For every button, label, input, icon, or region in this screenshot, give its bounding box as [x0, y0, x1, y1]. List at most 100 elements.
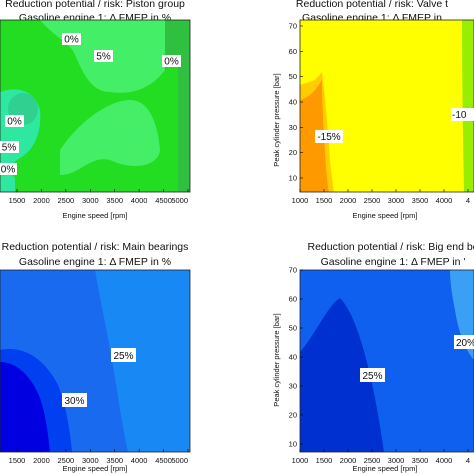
- panel-c-contour-labels: 25% 30%: [62, 348, 136, 407]
- panel-d-frame: [299, 269, 474, 453]
- panel-b-title: Reduction potential / risk: Valve t: [296, 0, 448, 10]
- x-tick-label: 1000: [292, 196, 309, 205]
- panel-a-contour-label: 5%: [96, 52, 111, 63]
- x-tick-label: 4: [466, 456, 470, 465]
- x-tick-label: 5000: [171, 196, 188, 205]
- y-tick-label: 10: [289, 440, 297, 449]
- panel-b-frame: [299, 19, 474, 193]
- panel-c-x-axis-label: Engine speed [rpm]: [62, 464, 127, 473]
- x-tick-label: 4000: [436, 456, 453, 465]
- y-tick-label: 20: [289, 148, 297, 157]
- panel-c-contour-label: 25%: [113, 351, 133, 362]
- panel-a-x-ticks: 1500 2000 2500 3000 3500 4000 4500 5000: [9, 189, 189, 205]
- panel-c-x-ticks: 1500 2000 2500 3000 3500 4000 4500 5000: [9, 449, 189, 465]
- y-tick-label: 30: [289, 123, 297, 132]
- panel-b-y-ticks: 10 20 30 40 50 60 70: [289, 22, 303, 183]
- panel-a-x-axis-label: Engine speed [rpm]: [62, 211, 127, 220]
- panel-a-contour-label: 0%: [164, 57, 179, 68]
- y-tick-label: 10: [289, 174, 297, 183]
- panel-b-region-right-strip: [462, 20, 474, 192]
- panel-b-x-ticks: 1000 1500 2000 2500 3000 3500 4000 4: [292, 189, 470, 205]
- x-tick-label: 4500: [155, 196, 172, 205]
- panel-b-x-axis-label: Engine speed [rpm]: [352, 211, 417, 220]
- x-tick-label: 3500: [412, 456, 429, 465]
- panel-d-y-axis-label: Peak cylinder pressure [bar]: [272, 313, 281, 406]
- x-tick-label: 1500: [316, 456, 333, 465]
- x-tick-label: 2500: [364, 456, 381, 465]
- panel-c-frame: [0, 269, 191, 453]
- panel-d-region-dark: [300, 298, 384, 452]
- y-tick-label: 70: [289, 22, 297, 31]
- x-tick-label: 5000: [171, 456, 188, 465]
- panel-d-subtitle: Gasoline engine 1: Δ FMEP in ': [321, 256, 466, 268]
- x-tick-label: 2000: [340, 456, 357, 465]
- panel-a-contour-labels: 0% 5% 0% 0% 5% 0%: [0, 33, 181, 176]
- panel-b-y-axis-label: Peak cylinder pressure [bar]: [272, 73, 281, 166]
- x-tick-label: 3000: [82, 196, 99, 205]
- x-tick-label: 1500: [316, 196, 333, 205]
- x-tick-label: 4500: [155, 456, 172, 465]
- panel-d-x-ticks: 1000 1500 2000 2500 3000 3500 4000 4: [292, 449, 470, 465]
- panel-c-subtitle: Gasoline engine 1: Δ FMEP in %: [19, 256, 171, 268]
- x-tick-label: 1500: [9, 456, 26, 465]
- panel-a-contour-label: 0%: [7, 117, 22, 128]
- panel-a-contour-label: 0%: [64, 35, 79, 46]
- y-tick-label: 40: [289, 353, 297, 362]
- panel-d-contours: [300, 270, 474, 452]
- panel-c-contour-label: 30%: [64, 396, 84, 407]
- panel-d-contour-label: 20%: [456, 338, 474, 349]
- x-tick-label: 4000: [131, 196, 148, 205]
- panel-c-region-right-band: [95, 270, 190, 452]
- x-tick-label: 1000: [292, 456, 309, 465]
- panel-a-frame: [0, 19, 191, 193]
- panel-b-contour-labels: -15% -10: [315, 108, 474, 143]
- y-tick-label: 50: [289, 72, 297, 81]
- x-tick-label: 3000: [82, 456, 99, 465]
- panel-d-y-ticks: 10 20 30 40 50 60 70: [289, 266, 303, 449]
- y-tick-label: 70: [289, 266, 297, 275]
- panel-a-contour-label: 5%: [2, 143, 17, 154]
- x-tick-label: 1500: [9, 196, 26, 205]
- x-tick-label: 4000: [131, 456, 148, 465]
- panel-a-title: Reduction potential / risk: Piston group: [5, 0, 185, 10]
- panel-d-x-axis-label: Engine speed [rpm]: [352, 464, 417, 473]
- panel-b-contours: [300, 20, 474, 192]
- panel-valve-train: Reduction potential / risk: Valve t Gaso…: [272, 0, 474, 220]
- x-tick-label: 2000: [33, 456, 50, 465]
- panel-c-contours: [0, 270, 190, 452]
- panel-piston-group: Reduction potential / risk: Piston group…: [0, 0, 191, 220]
- panel-b-contour-label: -15%: [317, 132, 340, 143]
- x-tick-label: 3500: [412, 196, 429, 205]
- x-tick-label: 2500: [364, 196, 381, 205]
- panel-d-title: Reduction potential / risk: Big end be: [307, 241, 474, 253]
- x-tick-label: 2000: [33, 196, 50, 205]
- y-tick-label: 50: [289, 324, 297, 333]
- panel-c-title: Reduction potential / risk: Main bearing…: [2, 241, 189, 253]
- panel-b-region-left-orange: [300, 80, 329, 192]
- panel-a-region-bottom-left: [0, 170, 15, 192]
- y-tick-label: 20: [289, 411, 297, 420]
- panel-a-region-center-lobe: [60, 100, 160, 175]
- y-tick-label: 40: [289, 98, 297, 107]
- y-tick-label: 30: [289, 382, 297, 391]
- x-tick-label: 2000: [340, 196, 357, 205]
- panel-b-contour-label: -10: [452, 110, 467, 121]
- x-tick-label: 3000: [388, 196, 405, 205]
- panel-a-contours: [0, 20, 190, 192]
- x-tick-label: 4000: [436, 196, 453, 205]
- panel-main-bearings: Reduction potential / risk: Main bearing…: [0, 241, 191, 473]
- panel-big-end-bearings: Reduction potential / risk: Big end be G…: [272, 241, 474, 473]
- panel-a-contour-label: 0%: [1, 165, 16, 176]
- x-tick-label: 4: [466, 196, 470, 205]
- panel-d-contour-label: 25%: [362, 371, 382, 382]
- panel-c-region-dark-core: [0, 362, 50, 452]
- y-tick-label: 60: [289, 295, 297, 304]
- x-tick-label: 3500: [106, 456, 123, 465]
- y-tick-label: 60: [289, 47, 297, 56]
- x-tick-label: 2500: [58, 196, 75, 205]
- x-tick-label: 2500: [58, 456, 75, 465]
- x-tick-label: 3500: [106, 196, 123, 205]
- panel-d-contour-labels: 25% 20%: [360, 335, 474, 382]
- x-tick-label: 3000: [388, 456, 405, 465]
